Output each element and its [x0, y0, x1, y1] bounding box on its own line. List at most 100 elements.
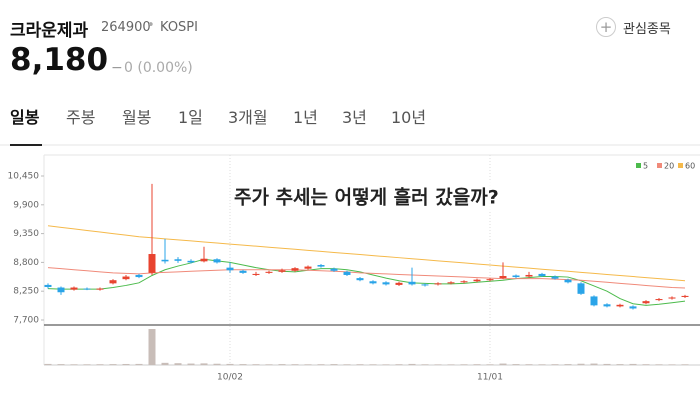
candle-body [603, 304, 611, 307]
candle-body [525, 274, 533, 277]
ma-line [47, 225, 686, 282]
volume-bar [408, 363, 416, 365]
price-change: 0 (0.00%) [124, 60, 193, 76]
dot: • [147, 18, 155, 33]
watch-icon[interactable]: + [596, 17, 616, 37]
volume-bar [83, 364, 91, 365]
y-tick-label: 8,800 [13, 258, 39, 268]
volume-bar [538, 364, 546, 365]
volume-bar [525, 364, 533, 365]
volume-bar [395, 364, 403, 365]
candle-body [161, 259, 169, 262]
candle-body [421, 284, 429, 286]
candle-body [239, 270, 247, 273]
tab[interactable]: 3년 [342, 108, 367, 127]
volume-bar [447, 364, 455, 365]
volume-bar [239, 364, 247, 365]
candle-body [499, 276, 507, 279]
watch-button[interactable]: 관심종목 [623, 22, 671, 37]
volume-bar [629, 363, 637, 365]
volume-bar [44, 363, 52, 365]
legend-label: 20 [664, 162, 674, 171]
tab[interactable]: 10년 [391, 108, 427, 127]
candle-body [629, 306, 637, 309]
candle-body [291, 268, 299, 271]
candle-body [486, 279, 494, 281]
candle-body [213, 259, 221, 263]
candle-body [57, 287, 65, 293]
volume-bar [213, 363, 221, 365]
candle-body [408, 281, 416, 285]
candle-body [564, 279, 572, 283]
candle-body [356, 278, 364, 281]
volume-bar [486, 364, 494, 365]
volume-bar [174, 363, 182, 365]
candle-body [83, 288, 91, 290]
candle-body [668, 297, 676, 299]
candle-body [200, 258, 208, 262]
candle-body [122, 276, 130, 280]
tab[interactable]: 1년 [293, 108, 318, 127]
y-tick-label: 8,250 [13, 287, 39, 297]
legend-label: 5 [643, 162, 648, 171]
candle-body [96, 288, 104, 290]
candle-body [70, 287, 78, 290]
candle-body [382, 282, 390, 285]
change-sign: − [111, 60, 123, 76]
candle-body [616, 304, 624, 307]
candle-body [148, 254, 156, 273]
candle-body [317, 265, 325, 267]
candle-body [434, 283, 442, 285]
volume-bar [616, 364, 624, 365]
volume-bar [434, 364, 442, 365]
candle-body [278, 270, 286, 272]
volume-bar [96, 364, 104, 365]
candle-body [551, 276, 559, 279]
candle-body [681, 295, 689, 297]
candle-body [109, 280, 117, 284]
volume-bar [226, 363, 234, 365]
volume-bar [135, 363, 143, 365]
x-tick-label: 11/01 [477, 373, 503, 383]
candle-body [135, 274, 143, 278]
legend-label: 60 [685, 162, 695, 171]
volume-bar [356, 364, 364, 365]
volume-bar [369, 364, 377, 365]
y-tick-label: 7,700 [13, 316, 39, 326]
volume-bar [200, 363, 208, 365]
volume-bar [382, 364, 390, 365]
candle-body [174, 259, 182, 261]
tab[interactable]: 주봉 [66, 108, 96, 127]
legend-swatch [678, 163, 683, 168]
candle-body [473, 279, 481, 282]
y-tick-label: 10,450 [8, 172, 40, 182]
volume-bar [499, 363, 507, 365]
candle-body [369, 281, 377, 284]
volume-bar [291, 364, 299, 365]
legend-swatch [636, 163, 641, 168]
volume-bar [343, 364, 351, 365]
volume-bar [252, 364, 260, 365]
tab[interactable]: 일봉 [10, 108, 40, 127]
ma-line [47, 258, 686, 306]
stock-code: 264900 [101, 20, 151, 35]
tab[interactable]: 1일 [178, 108, 203, 127]
volume-bar [161, 362, 169, 365]
candle-body [44, 284, 52, 288]
tab[interactable]: 3개월 [228, 108, 268, 127]
volume-bar [304, 364, 312, 365]
candle-body [642, 301, 650, 304]
volume-bar [57, 364, 65, 365]
volume-bar [564, 364, 572, 365]
ma-line [47, 267, 686, 289]
candle-body [395, 282, 403, 285]
candle-body [343, 271, 351, 275]
volume-bar [512, 364, 520, 365]
candle-body [577, 283, 585, 294]
tab[interactable]: 월봉 [122, 108, 152, 127]
candle-body [655, 299, 663, 301]
volume-bar [317, 364, 325, 365]
volume-bar [460, 364, 468, 365]
candle-body [447, 282, 455, 284]
volume-bar [70, 364, 78, 365]
